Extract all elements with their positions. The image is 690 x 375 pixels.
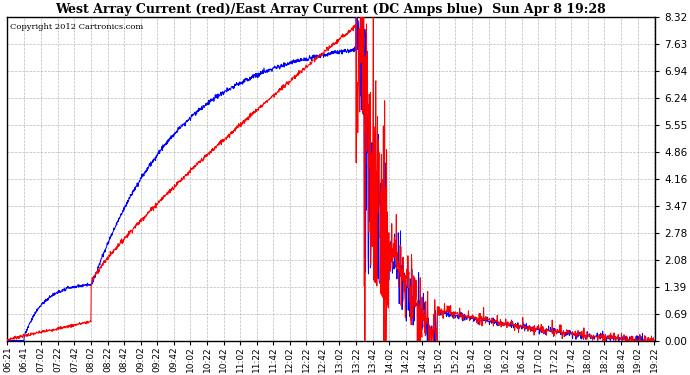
Text: Copyright 2012 Cartronics.com: Copyright 2012 Cartronics.com [10,23,143,32]
Title: West Array Current (red)/East Array Current (DC Amps blue)  Sun Apr 8 19:28: West Array Current (red)/East Array Curr… [55,3,606,16]
